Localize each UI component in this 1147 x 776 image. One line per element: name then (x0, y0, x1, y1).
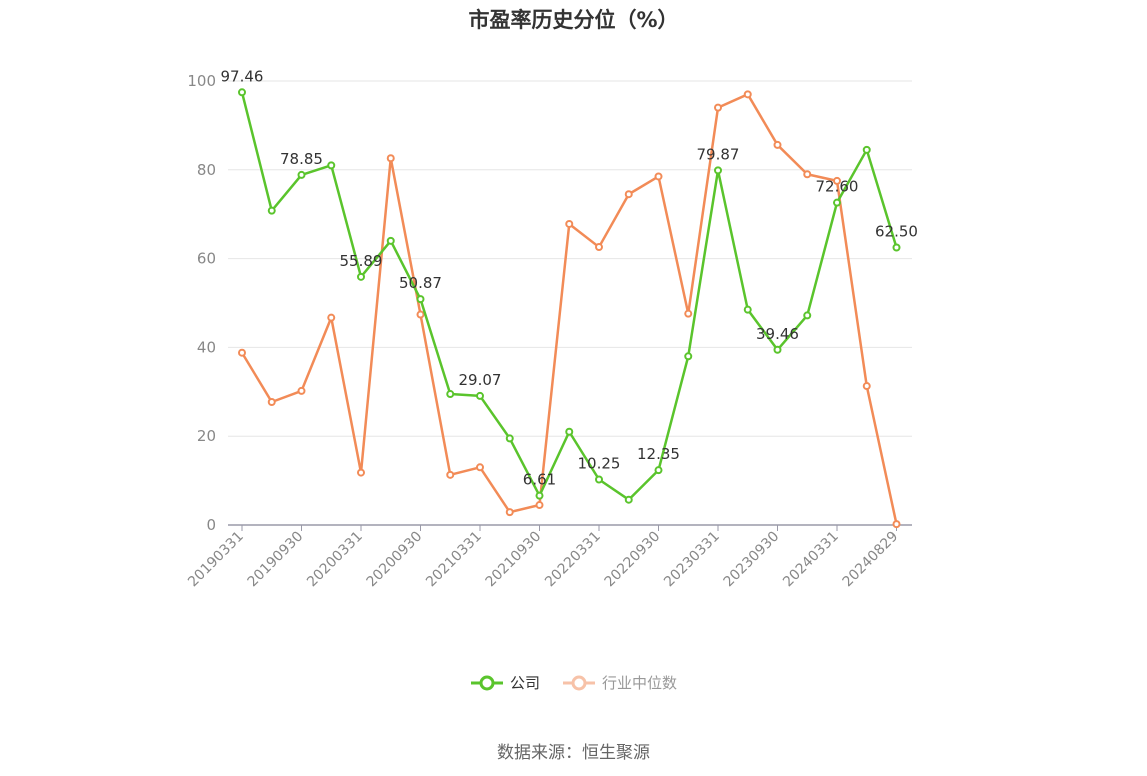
company-data-point (654, 466, 663, 475)
grid-lines (228, 80, 912, 437)
x-tick-label: 20200930 (364, 529, 426, 591)
y-tick-label: 0 (206, 516, 216, 534)
company-data-label: 72.60 (816, 178, 859, 196)
company-data-point (327, 161, 336, 170)
industry-data-point (416, 310, 425, 319)
y-tick-label: 40 (197, 338, 216, 356)
x-tick-label: 20220930 (602, 529, 664, 591)
company-data-point (238, 88, 246, 97)
company-data-point (535, 491, 544, 500)
company-data-point (743, 305, 752, 314)
legend-label-company: 公司 (509, 674, 540, 692)
company-data-point (505, 434, 514, 443)
industry-data-point (654, 172, 663, 181)
company-data-point (386, 236, 395, 245)
industry-data-point (684, 309, 693, 318)
series-line-industry (240, 93, 898, 525)
industry-data-point (476, 463, 484, 472)
industry-data-point (624, 190, 633, 199)
legend-company-icon (470, 675, 503, 690)
company-data-point (624, 495, 633, 504)
company-data-point (892, 243, 901, 252)
industry-data-point (267, 398, 276, 407)
x-tick-label: 20190930 (245, 529, 307, 591)
data-labels: 97.46 78.85 55.89 50.87 29.07 6.61 10.25 12.35 7… (221, 67, 918, 488)
industry-data-point (238, 348, 246, 357)
company-data-label: 55.89 (340, 252, 383, 270)
industry-data-point (595, 243, 603, 252)
y-tick-label: 100 (187, 72, 216, 90)
company-data-label: 6.61 (523, 471, 556, 489)
industry-data-point (505, 508, 514, 517)
industry-data-point (357, 468, 365, 477)
industry-data-point (386, 154, 395, 163)
company-data-point (416, 295, 425, 304)
industry-data-point (565, 219, 574, 228)
company-data-point (476, 391, 484, 400)
legend-industry-icon (563, 675, 595, 690)
industry-data-point (892, 520, 901, 529)
industry-data-point (833, 176, 841, 185)
company-data-point (267, 206, 276, 215)
company-data-label: 50.87 (399, 274, 442, 292)
y-tick-label: 20 (197, 427, 216, 445)
x-tick-label: 20210930 (483, 529, 545, 591)
legend-item-company[interactable]: 公司 (470, 672, 540, 693)
x-tick-label: 20210331 (423, 529, 485, 591)
company-data-point (297, 170, 306, 179)
company-data-label: 10.25 (578, 454, 621, 472)
industry-data-point (446, 470, 455, 479)
industry-data-point (535, 501, 544, 510)
industry-data-point (327, 313, 336, 322)
company-data-label: 78.85 (280, 150, 323, 168)
industry-data-point (297, 386, 306, 395)
x-tick-label: 20230331 (661, 529, 723, 591)
data-source-note: 数据来源：恒生聚源 (497, 743, 650, 763)
company-data-point (446, 390, 455, 399)
company-data-point (357, 272, 365, 281)
company-data-point (833, 198, 841, 207)
company-data-label: 62.50 (875, 223, 918, 241)
company-data-point (803, 311, 812, 320)
company-data-label: 29.07 (459, 371, 502, 389)
industry-data-point (862, 382, 871, 391)
legend-label-industry: 行业中位数 (602, 674, 678, 692)
industry-data-point (743, 90, 752, 99)
company-data-label: 97.46 (221, 67, 264, 85)
x-tick-label: 20190331 (185, 529, 247, 591)
company-data-label: 79.87 (697, 145, 740, 163)
x-tick-label: 20240331 (780, 529, 842, 591)
x-tick-label: 20230930 (721, 529, 783, 591)
legend-item-industry[interactable]: 行业中位数 (562, 672, 677, 693)
x-tick-label: 20200331 (304, 529, 366, 591)
company-data-point (595, 475, 603, 484)
x-tick-label: 20240829 (840, 529, 902, 591)
y-tick-label: 60 (197, 250, 216, 268)
industry-data-point (803, 170, 812, 179)
company-data-point (773, 345, 782, 354)
x-tick-label: 20220331 (542, 529, 604, 591)
industry-data-point (773, 140, 782, 149)
company-data-label: 39.46 (756, 325, 799, 343)
company-data-point (714, 166, 722, 175)
company-data-label: 12.35 (637, 445, 680, 463)
industry-data-point (714, 103, 722, 112)
chart-title: 市盈率历史分位（%） (468, 8, 679, 32)
series-line-company (240, 91, 898, 501)
company-data-point (862, 145, 871, 154)
company-data-point (565, 427, 574, 436)
company-data-point (684, 352, 693, 361)
legend: 公司 行业中位数 (0, 672, 1147, 693)
y-tick-label: 80 (197, 161, 216, 179)
series-lines (238, 88, 901, 529)
